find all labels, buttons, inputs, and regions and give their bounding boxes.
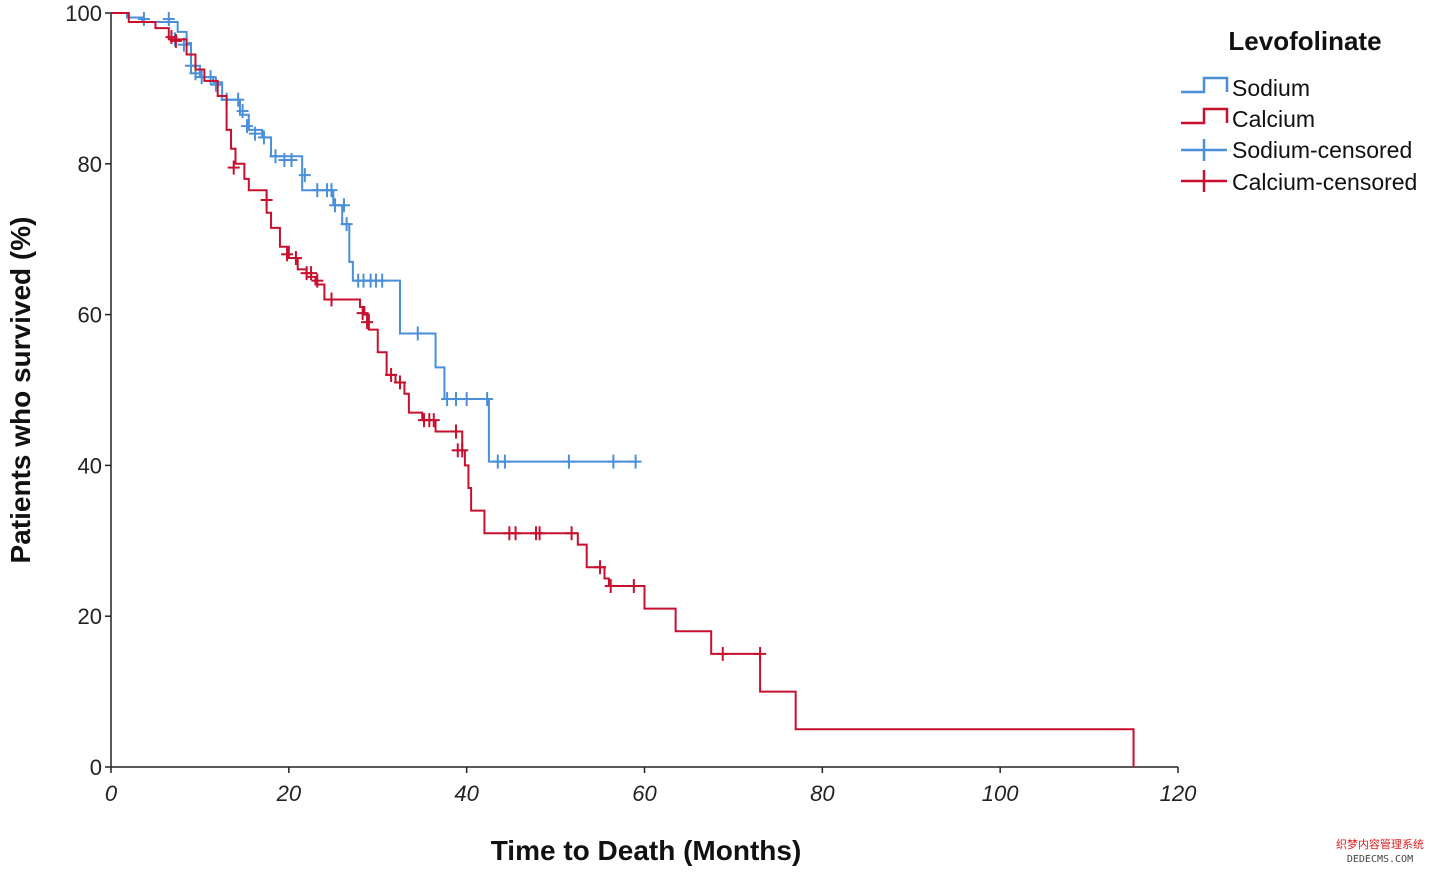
censor-mark-sodium xyxy=(137,12,150,27)
censor-mark-calcium xyxy=(393,375,406,390)
censor-mark-sodium xyxy=(257,130,270,145)
x-axis-label: Time to Death (Months) xyxy=(491,835,802,866)
censor-mark-calcium xyxy=(356,306,369,321)
censor-mark-calcium xyxy=(716,646,729,661)
censor-mark-calcium xyxy=(325,292,338,307)
x-tick-label: 120 xyxy=(1160,781,1197,806)
censor-mark-calcium xyxy=(260,192,273,207)
censor-mark-calcium xyxy=(449,424,462,439)
x-tick-label: 0 xyxy=(105,781,118,806)
censor-mark-calcium xyxy=(604,579,617,594)
axes xyxy=(110,13,1178,768)
x-tick-label: 40 xyxy=(454,781,479,806)
censor-mark-calcium xyxy=(456,443,469,458)
censor-mark-sodium xyxy=(269,149,282,164)
series-sodium xyxy=(111,12,642,469)
legend-calcium-censored-swatch xyxy=(1181,170,1227,192)
watermark-line2: DEDECMS.COM xyxy=(1347,854,1413,865)
censor-mark-calcium xyxy=(289,251,302,266)
censor-mark-sodium xyxy=(337,198,350,213)
censor-mark-sodium xyxy=(411,326,424,341)
censor-mark-sodium xyxy=(249,126,262,141)
y-tick-label: 60 xyxy=(78,303,102,328)
x-tick-labels: 0 20 40 60 80 100 120 xyxy=(105,767,1197,806)
legend-sodium-censored-label: Sodium-censored xyxy=(1232,137,1412,163)
legend-title: Levofolinate xyxy=(1228,26,1381,56)
censor-mark-sodium xyxy=(236,104,249,119)
censor-mark-calcium xyxy=(169,33,182,48)
watermark: 织梦内容管理系统 DEDECMS.COM xyxy=(1336,837,1424,865)
y-tick-label: 80 xyxy=(78,152,102,177)
censor-mark-sodium xyxy=(285,153,298,168)
censor-mark-sodium xyxy=(481,392,494,407)
censor-mark-sodium xyxy=(562,454,575,469)
censor-mark-sodium xyxy=(162,12,175,27)
censor-mark-sodium xyxy=(209,77,222,92)
censor-mark-calcium xyxy=(509,526,522,541)
y-tick-label: 20 xyxy=(78,604,102,629)
series-layer xyxy=(111,12,1135,767)
censor-mark-calcium xyxy=(565,526,578,541)
y-tick-label: 40 xyxy=(78,453,102,478)
series-calcium xyxy=(111,12,1135,767)
censor-mark-sodium xyxy=(241,119,254,134)
censor-mark-sodium xyxy=(607,454,620,469)
legend-sodium-censored-swatch xyxy=(1181,139,1227,161)
legend-calcium-censored-label: Calcium-censored xyxy=(1232,169,1417,195)
censor-mark-sodium xyxy=(376,273,389,288)
legend-calcium-swatch xyxy=(1181,107,1229,125)
censor-mark-calcium xyxy=(627,579,640,594)
censor-mark-sodium xyxy=(629,454,642,469)
y-tick-labels: 0 20 40 60 80 100 xyxy=(65,1,111,780)
censor-mark-calcium xyxy=(533,526,546,541)
x-tick-label: 60 xyxy=(632,781,657,806)
survival-curve-calcium xyxy=(111,12,1135,767)
legend: Levofolinate Sodium Calcium Sodium-censo… xyxy=(1181,26,1417,195)
y-axis-label: Patients who survived (%) xyxy=(5,217,36,564)
x-tick-label: 80 xyxy=(810,781,835,806)
censor-mark-calcium xyxy=(594,560,607,575)
censor-mark-sodium xyxy=(232,92,245,107)
legend-sodium-label: Sodium xyxy=(1232,75,1310,101)
censor-mark-calcium xyxy=(754,646,767,661)
censor-mark-calcium xyxy=(305,266,318,281)
survival-curve-sodium xyxy=(111,12,638,463)
x-tick-label: 20 xyxy=(276,781,302,806)
censor-mark-calcium xyxy=(361,315,374,330)
x-tick-label: 100 xyxy=(982,781,1019,806)
censor-mark-calcium xyxy=(427,413,440,428)
censor-mark-calcium xyxy=(227,160,240,175)
censor-mark-sodium xyxy=(460,392,473,407)
y-tick-label: 100 xyxy=(65,1,102,26)
censor-mark-sodium xyxy=(340,217,353,232)
watermark-line1: 织梦内容管理系统 xyxy=(1336,837,1424,851)
censor-mark-sodium xyxy=(298,168,311,183)
y-tick-label: 0 xyxy=(90,755,102,780)
legend-calcium-label: Calcium xyxy=(1232,106,1315,132)
censor-mark-sodium xyxy=(325,183,338,198)
censor-mark-calcium xyxy=(281,247,294,262)
censor-mark-calcium xyxy=(311,273,324,288)
legend-sodium-swatch xyxy=(1181,76,1229,94)
censor-mark-sodium xyxy=(498,454,511,469)
censor-mark-sodium xyxy=(449,392,462,407)
censor-mark-calcium xyxy=(385,367,398,382)
